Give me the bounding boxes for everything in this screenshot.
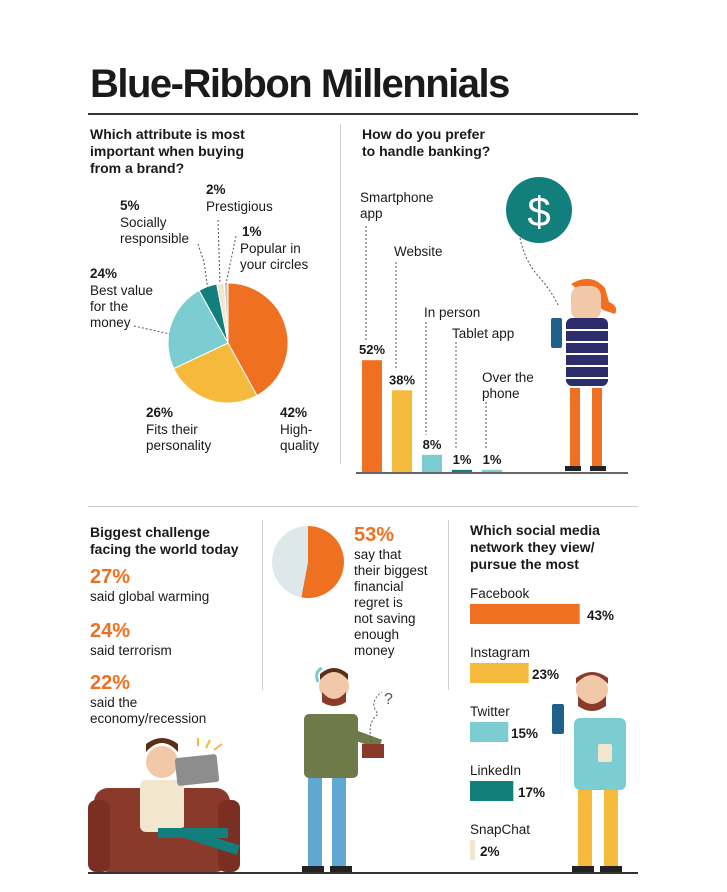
- couch-man: [88, 738, 240, 872]
- bank-bar-value-4: 1%: [483, 452, 502, 467]
- social-label-snapchat: SnapChat: [470, 822, 531, 837]
- dollar-symbol: $: [527, 188, 550, 235]
- banking-question: How do you prefer to handle banking?: [362, 126, 491, 159]
- leader-popular: [225, 235, 237, 285]
- banking-bar-chart: 52% 38% 8% 1% 1% $: [356, 177, 628, 474]
- challenge-pct-3: 22%: [90, 672, 131, 694]
- leader-prestigious: [217, 219, 221, 285]
- pct-popular: 1%: [242, 224, 262, 239]
- pie-slice-high-quality: [227, 282, 289, 397]
- bank-bar-3: [452, 469, 472, 472]
- label-fits-personality: Fits their personality: [146, 422, 212, 453]
- pie-slice-fits-their-personality: [173, 342, 258, 404]
- social-label-twitter: Twitter: [470, 704, 510, 719]
- bank-bar-value-3: 1%: [453, 452, 472, 467]
- challenge-text-3: said the economy/recession: [90, 695, 207, 726]
- bank-bar-0: [362, 360, 382, 472]
- pct-socially-responsible: 5%: [120, 198, 140, 213]
- social-bar-snapchat: [470, 840, 476, 860]
- pct-prestigious: 2%: [206, 182, 226, 197]
- label-high-quality: High- quality: [280, 422, 320, 453]
- phone-man: [552, 672, 626, 872]
- bank-label-tablet: Tablet app: [452, 326, 515, 341]
- social-bar-twitter: [470, 722, 509, 742]
- bank-label-smartphone: Smartphone app: [360, 190, 434, 221]
- bank-label-website: Website: [394, 244, 443, 259]
- label-prestigious: Prestigious: [206, 199, 273, 214]
- regret-slice-yes: [301, 525, 345, 599]
- label-popular: Popular in your circles: [240, 241, 309, 272]
- social-label-instagram: Instagram: [470, 645, 531, 660]
- social-label-linkedin: LinkedIn: [470, 763, 522, 778]
- challenge-pct-2: 24%: [90, 620, 131, 642]
- social-bar-linkedin: [470, 781, 514, 801]
- challenge-text-2: said terrorism: [90, 643, 172, 658]
- social-pct-facebook: 43%: [587, 608, 615, 623]
- social-pct-instagram: 23%: [532, 667, 560, 682]
- bank-bar-value-2: 8%: [423, 437, 442, 452]
- attribute-question: Which attribute is most important when b…: [90, 126, 245, 176]
- section-divider-bottom-2: [448, 520, 449, 690]
- label-best-value: Best value for the money: [90, 283, 154, 330]
- pct-high-quality: 42%: [280, 405, 308, 420]
- regret-slice-rest: [272, 526, 308, 598]
- attribute-pie-chart: [133, 219, 289, 404]
- challenge-text-1: said global warming: [90, 589, 210, 604]
- social-pct-snapchat: 2%: [480, 844, 500, 859]
- title-divider: [88, 113, 638, 115]
- social-pct-twitter: 15%: [511, 726, 539, 741]
- pie-slice-best-value-for-the-money: [167, 289, 229, 370]
- dollar-icon: $: [506, 177, 572, 243]
- question-mark-icon: ?: [384, 691, 393, 708]
- challenge-pct-1: 27%: [90, 566, 131, 588]
- challenge-question: Biggest challenge facing the world today: [90, 524, 239, 557]
- page-title: Blue-Ribbon Millennials: [90, 62, 510, 106]
- social-pct-linkedin: 17%: [518, 785, 546, 800]
- section-divider-bottom: [262, 520, 263, 690]
- regret-pct: 53%: [354, 524, 395, 546]
- social-question: Which social media network they view/ pu…: [470, 522, 600, 572]
- bottom-baseline: [88, 872, 638, 874]
- pct-best-value: 24%: [90, 266, 118, 281]
- social-label-facebook: Facebook: [470, 586, 530, 601]
- section-divider-top: [340, 124, 341, 464]
- leader-socially: [197, 243, 209, 291]
- bank-bar-value-0: 52%: [359, 342, 385, 357]
- bank-bar-2: [422, 454, 442, 472]
- bank-label-phone: Over the phone: [482, 370, 534, 401]
- label-socially-responsible: Socially responsible: [120, 215, 190, 246]
- regret-text: say that their biggest financial regret …: [354, 547, 428, 658]
- bank-bar-1: [392, 390, 412, 472]
- wallet-man: ?: [302, 666, 393, 872]
- bank-bar-value-1: 38%: [389, 372, 415, 387]
- middle-divider: [88, 506, 638, 507]
- social-bar-facebook: [470, 604, 580, 624]
- bank-label-in-person: In person: [424, 305, 481, 320]
- bank-bar-4: [482, 469, 502, 472]
- pct-fits-personality: 26%: [146, 405, 174, 420]
- social-bar-instagram: [470, 663, 529, 683]
- woman-illustration: [551, 278, 617, 471]
